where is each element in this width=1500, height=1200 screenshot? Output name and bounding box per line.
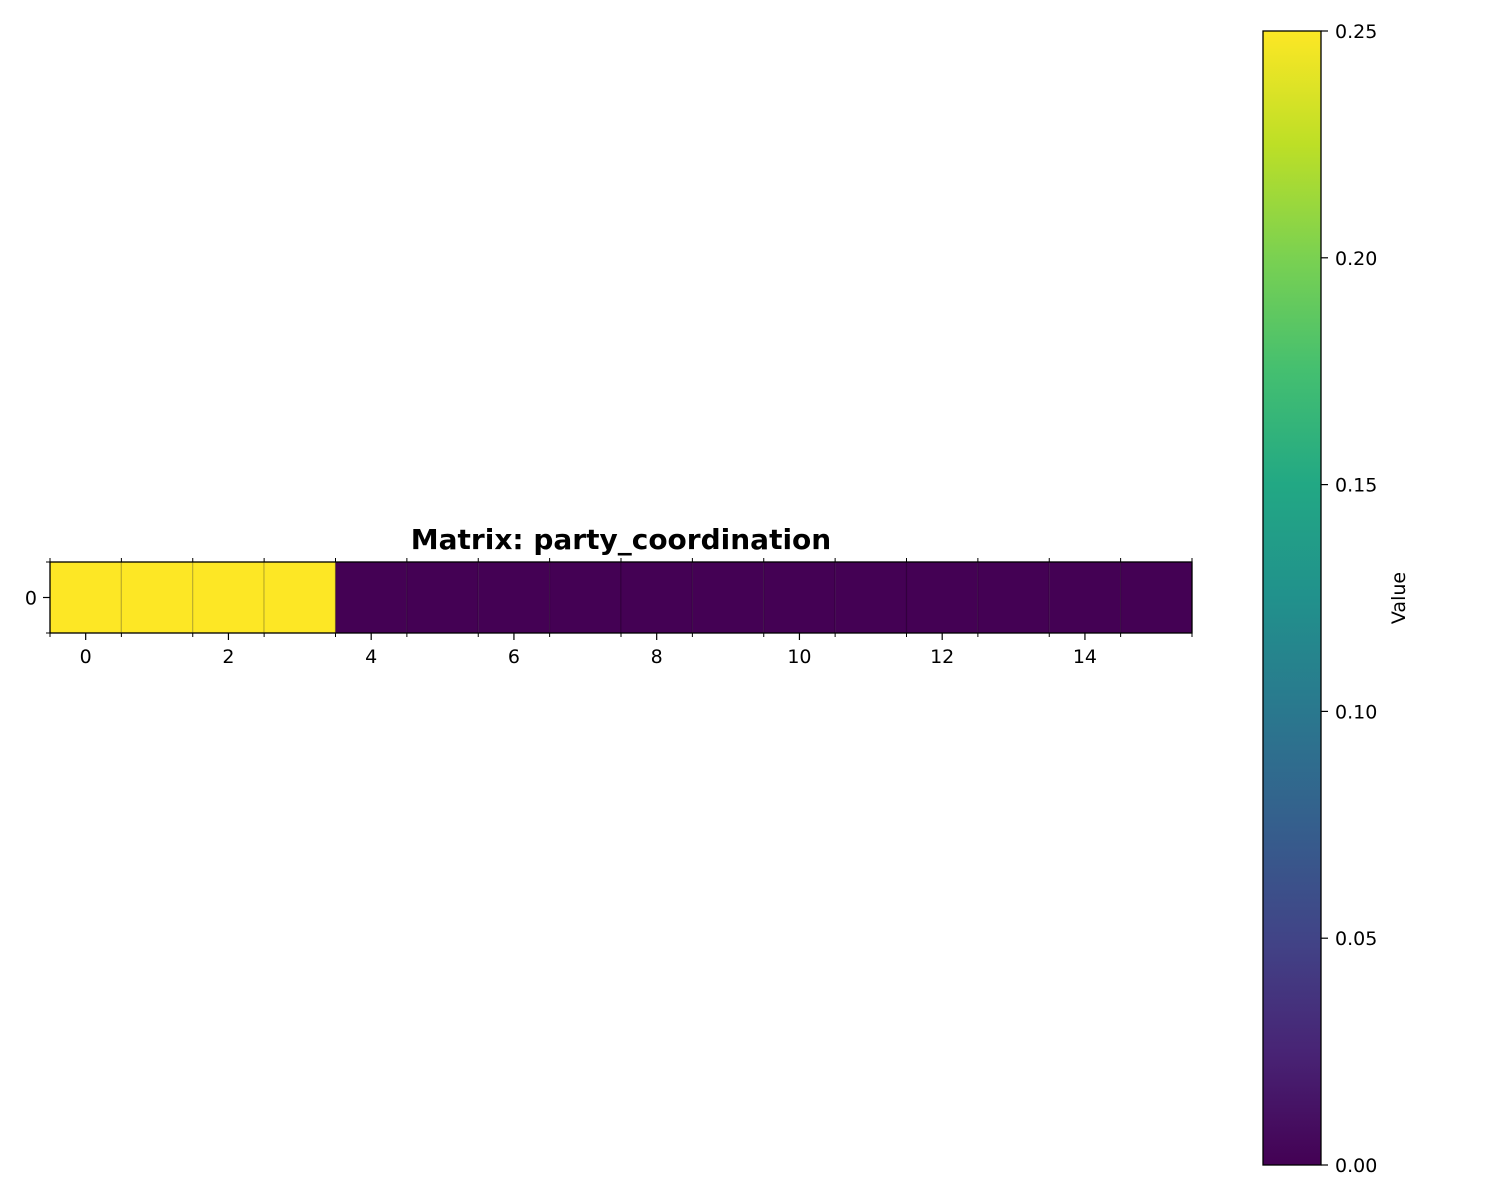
colorbar-label: Value [1388,572,1410,624]
colorbar-tick-label: 0.15 [1335,475,1377,497]
heatmap-cell-0-5 [406,561,479,634]
x-tick-label: 0 [80,646,92,668]
heatmap-frame [49,561,1193,634]
x-tick-label: 4 [365,646,377,668]
colorbar-tick-label: 0.00 [1335,1155,1377,1177]
heatmap-cell-0-10 [763,561,836,634]
x-axis: 0 2 4 6 8 10 12 14 [49,558,1193,668]
heatmap-cell-0-2 [192,561,265,634]
heatmap-cell-0-4 [334,561,408,634]
heatmap-cell-0-8 [620,561,693,634]
heatmap-cell-0-14 [1048,561,1122,634]
x-tick-label: 12 [930,646,954,668]
y-axis: 0 [25,561,50,634]
x-tick-label: 6 [508,646,520,668]
colorbar-tick-label: 0.20 [1335,248,1377,270]
heatmap-cell-0-7 [549,561,622,634]
colorbar [1262,30,1322,1166]
heatmap-cell-0-15 [1120,561,1193,634]
heatmap-cell-0-12 [905,561,979,634]
x-tick-label: 10 [787,646,811,668]
x-tick-label: 2 [222,646,234,668]
heatmap-cell-0-9 [691,561,765,634]
chart-title: Matrix: party_coordination [411,523,831,556]
heatmap-cell-0-1 [120,561,194,634]
colorbar-tick-label: 0.10 [1335,701,1377,723]
x-tick-label: 8 [651,646,663,668]
heatmap-cell-0-13 [977,561,1050,634]
heatmap-cells [49,561,1193,634]
colorbar-axis: 0.00 0.05 0.10 0.15 0.20 0.25 [1321,21,1377,1177]
y-tick-label: 0 [25,588,37,610]
x-tick-label: 14 [1073,646,1097,668]
heatmap-cell-0-6 [477,561,551,634]
heatmap-cell-0-3 [263,561,337,634]
colorbar-tick-label: 0.05 [1335,928,1377,950]
colorbar-tick-label: 0.25 [1335,21,1377,43]
heatmap-cell-0-11 [834,561,908,634]
heatmap-cell-0-0 [49,561,122,634]
